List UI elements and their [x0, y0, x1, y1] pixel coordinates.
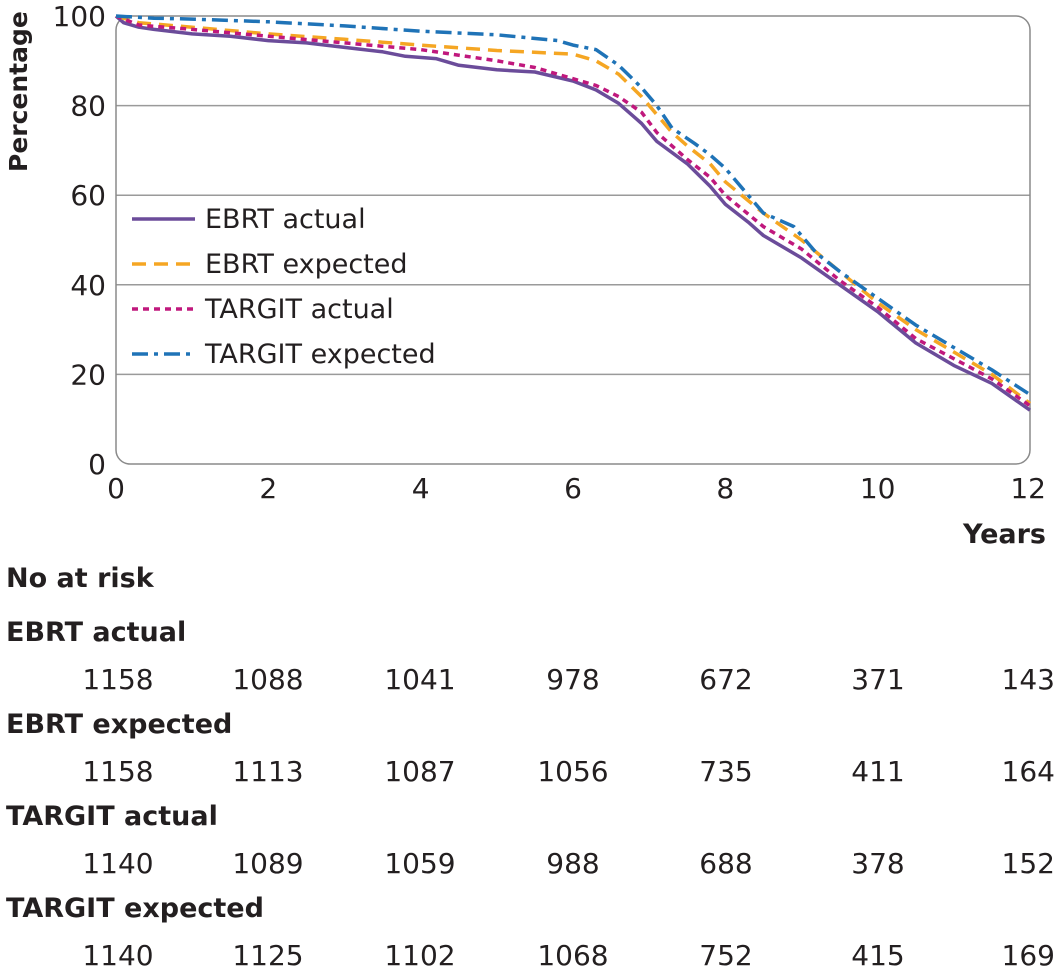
x-tick-label: 12 — [1010, 472, 1046, 505]
x-tick-label: 8 — [716, 472, 734, 505]
x-tick-label: 0 — [107, 472, 125, 505]
series-line — [114, 14, 1032, 412]
series-layer — [114, 14, 1032, 412]
x-tick-label: 4 — [412, 472, 430, 505]
risk-count: 1113 — [232, 755, 304, 788]
series-line — [115, 14, 1032, 405]
risk-count: 143 — [1001, 663, 1055, 696]
risk-count: 1056 — [537, 755, 609, 788]
risk-count: 1087 — [384, 755, 456, 788]
risk-count: 411 — [851, 755, 905, 788]
risk-count: 415 — [851, 939, 905, 972]
series-line — [115, 14, 1032, 408]
x-axis-label: Years — [963, 519, 1046, 550]
risk-row-label: TARGIT expected — [6, 893, 264, 924]
risk-count: 1158 — [82, 755, 154, 788]
legend-label: EBRT actual — [205, 204, 366, 235]
y-tick-label: 0 — [88, 448, 106, 481]
risk-count: 988 — [546, 847, 600, 880]
risk-row-label: EBRT expected — [6, 709, 233, 740]
risk-count: 978 — [546, 663, 600, 696]
risk-count: 688 — [699, 847, 753, 880]
risk-count: 152 — [1001, 847, 1055, 880]
risk-row-label: TARGIT actual — [6, 801, 218, 832]
y-tick-label: 40 — [70, 269, 106, 302]
y-tick-labels: 0 20 40 60 80 100 — [53, 0, 106, 481]
risk-count: 1088 — [232, 663, 304, 696]
legend: EBRT actual EBRT expected TARGIT actual TAR… — [132, 204, 436, 370]
risk-count: 1102 — [384, 939, 456, 972]
legend-label: EBRT expected — [205, 249, 408, 280]
risk-count: 752 — [699, 939, 753, 972]
risk-count: 378 — [851, 847, 905, 880]
survival-chart: 0 20 40 60 80 100 0 2 4 6 8 10 12 Percentage EBRT a… — [4, 0, 1046, 505]
y-tick-label: 80 — [70, 90, 106, 123]
risk-count: 1125 — [232, 939, 304, 972]
risk-row-label: EBRT actual — [6, 617, 187, 648]
risk-count: 1041 — [384, 663, 456, 696]
y-tick-label: 20 — [70, 358, 106, 391]
risk-count: 1089 — [232, 847, 304, 880]
legend-label: TARGIT expected — [204, 339, 436, 370]
risk-count: 1059 — [384, 847, 456, 880]
x-tick-label: 2 — [259, 472, 277, 505]
risk-count: 1158 — [82, 663, 154, 696]
plot-area — [115, 15, 1031, 465]
grid-lines — [116, 104, 1030, 376]
x-tick-label: 10 — [860, 472, 896, 505]
y-tick-label: 100 — [53, 0, 106, 33]
risk-table-title: No at risk — [6, 563, 154, 594]
risk-count: 672 — [699, 663, 753, 696]
x-tick-labels: 0 2 4 6 8 10 12 — [107, 472, 1046, 505]
risk-count: 164 — [1001, 755, 1055, 788]
series-line — [115, 14, 1031, 397]
risk-count: 1140 — [82, 939, 154, 972]
risk-count: 1140 — [82, 847, 154, 880]
x-tick-label: 6 — [564, 472, 582, 505]
y-tick-label: 60 — [70, 179, 106, 212]
risk-count: 371 — [851, 663, 905, 696]
risk-count: 735 — [699, 755, 753, 788]
risk-count: 1068 — [537, 939, 609, 972]
risk-count: 169 — [1001, 939, 1055, 972]
y-axis-label: Percentage — [4, 11, 33, 172]
legend-label: TARGIT actual — [204, 294, 394, 325]
